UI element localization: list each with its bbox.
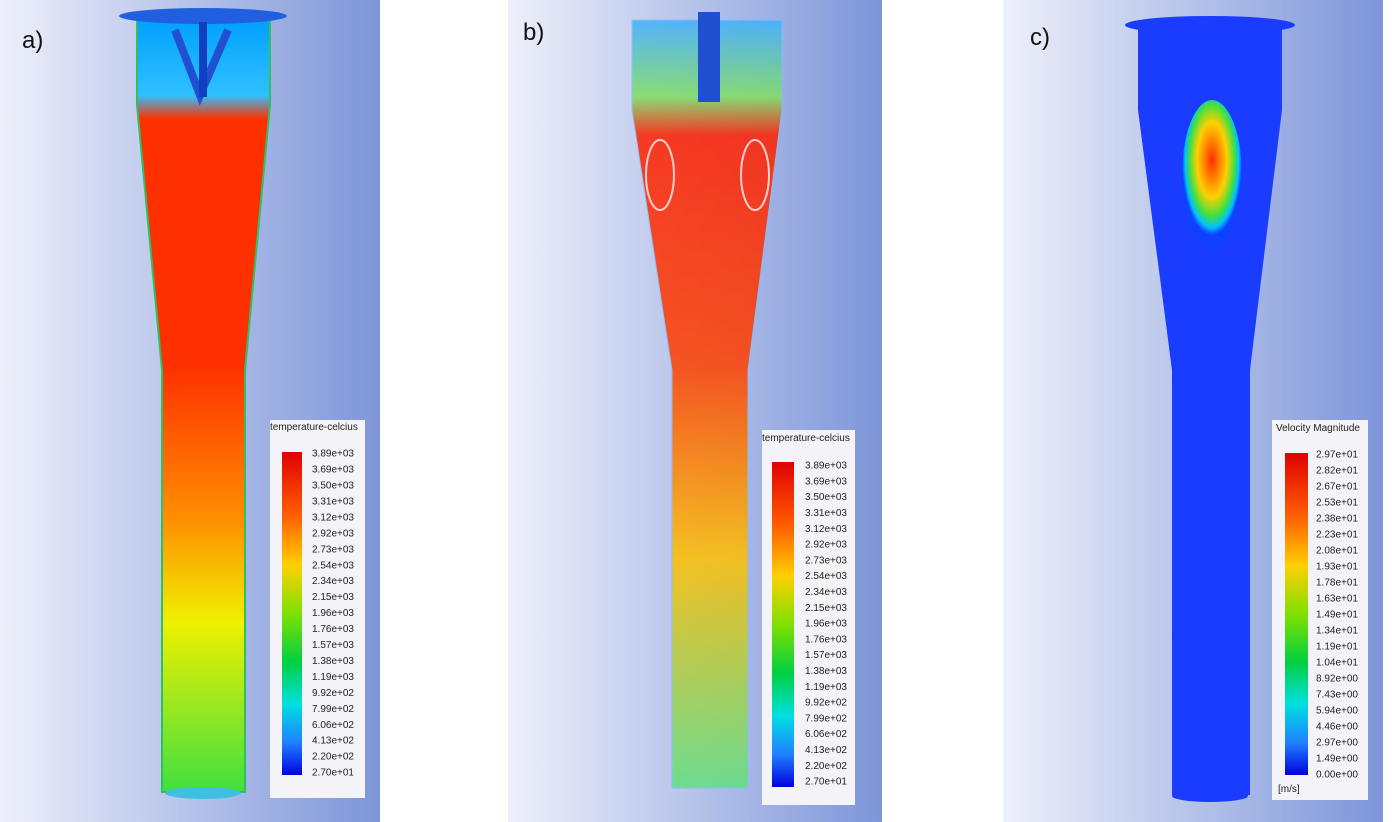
legend-tick-label: 2.67e+01 — [1316, 482, 1358, 493]
legend-tick-label: 1.49e+01 — [1316, 610, 1358, 621]
legend-tick-label: 3.50e+03 — [312, 481, 354, 492]
legend-tick-label: 2.38e+01 — [1316, 514, 1358, 525]
legend-tick-label: 6.06e+02 — [805, 729, 847, 740]
legend-tick-label: 1.38e+03 — [312, 656, 354, 667]
legend-tick-label: 1.19e+03 — [805, 682, 847, 693]
legend-tick-label: 2.97e+00 — [1316, 738, 1358, 749]
legend-tick-label: 4.13e+02 — [312, 736, 354, 747]
legend-tick-label: 4.13e+02 — [805, 745, 847, 756]
legend-unit: [m/s] — [1278, 784, 1300, 795]
legend-tick-label: 2.34e+03 — [312, 576, 354, 587]
legend-tick-label: 3.31e+03 — [805, 508, 847, 519]
legend-tick-label: 3.50e+03 — [805, 492, 847, 503]
panel-label: b) — [523, 19, 544, 46]
legend-tick-label: 1.76e+03 — [805, 634, 847, 645]
legend-tick-label: 6.06e+02 — [312, 720, 354, 731]
legend-tick-label: 1.04e+01 — [1316, 658, 1358, 669]
legend-tick-label: 2.92e+03 — [312, 528, 354, 539]
legend-tick-label: 1.96e+03 — [805, 619, 847, 630]
legend-tick-label: 2.73e+03 — [312, 544, 354, 555]
color-bar — [282, 452, 302, 775]
legend-tick-label: 1.49e+00 — [1316, 754, 1358, 765]
legend-tick-label: 1.34e+01 — [1316, 626, 1358, 637]
panel-label: a) — [22, 27, 43, 54]
legend-tick-label: 1.38e+03 — [805, 666, 847, 677]
legend-title: Velocity Magnitude — [1276, 423, 1360, 434]
legend-tick-label: 2.08e+01 — [1316, 546, 1358, 557]
legend-tick-label: 2.54e+03 — [805, 571, 847, 582]
legend-tick-label: 2.92e+03 — [805, 540, 847, 551]
legend-title: temperature-celcius — [762, 433, 850, 444]
legend-tick-label: 3.12e+03 — [312, 512, 354, 523]
legend-tick-label: 9.92e+02 — [805, 698, 847, 709]
legend-tick-label: 7.99e+02 — [805, 713, 847, 724]
legend-tick-label: 5.94e+00 — [1316, 706, 1358, 717]
legend-tick-label: 7.43e+00 — [1316, 690, 1358, 701]
legend-tick-label: 4.46e+00 — [1316, 722, 1358, 733]
legend-tick-label: 3.69e+03 — [312, 465, 354, 476]
legend-tick-label: 3.12e+03 — [805, 524, 847, 535]
legend-tick-label: 3.31e+03 — [312, 496, 354, 507]
legend-tick-label: 2.15e+03 — [805, 603, 847, 614]
legend-tick-label: 1.76e+03 — [312, 624, 354, 635]
legend-tick-label: 8.92e+00 — [1316, 674, 1358, 685]
legend-tick-label: 1.19e+01 — [1316, 642, 1358, 653]
legend-tick-label: 1.96e+03 — [312, 608, 354, 619]
legend-tick-label: 3.89e+03 — [805, 461, 847, 472]
legend-tick-label: 0.00e+00 — [1316, 770, 1358, 781]
legend-tick-label: 2.73e+03 — [805, 555, 847, 566]
legend-tick-label: 1.19e+03 — [312, 672, 354, 683]
legend-tick-label: 1.63e+01 — [1316, 594, 1358, 605]
legend-title: temperature-celcius — [270, 422, 358, 433]
legend-tick-label: 1.93e+01 — [1316, 562, 1358, 573]
legend-tick-label: 2.97e+01 — [1316, 450, 1358, 461]
legend-tick-label: 2.82e+01 — [1316, 466, 1358, 477]
legend-tick-label: 7.99e+02 — [312, 704, 354, 715]
legend-tick-label: 2.70e+01 — [805, 777, 847, 788]
legend-tick-label: 1.57e+03 — [805, 650, 847, 661]
legend-tick-label: 9.92e+02 — [312, 688, 354, 699]
combustor-c — [1125, 16, 1295, 802]
legend-tick-label: 2.34e+03 — [805, 587, 847, 598]
legend-tick-label: 2.20e+02 — [805, 761, 847, 772]
legend-tick-label: 2.20e+02 — [312, 752, 354, 763]
legend-tick-label: 3.69e+03 — [805, 476, 847, 487]
combustor-b — [631, 12, 783, 789]
legend-tick-label: 2.54e+03 — [312, 560, 354, 571]
legend-tick-label: 1.57e+03 — [312, 640, 354, 651]
combustor-a — [119, 8, 287, 799]
color-bar — [1285, 453, 1308, 775]
color-bar — [772, 462, 794, 787]
legend-tick-label: 2.53e+01 — [1316, 498, 1358, 509]
legend-tick-label: 3.89e+03 — [312, 449, 354, 460]
legend-tick-label: 2.15e+03 — [312, 592, 354, 603]
panel-label: c) — [1030, 24, 1050, 51]
legend-tick-label: 2.23e+01 — [1316, 530, 1358, 541]
legend-tick-label: 1.78e+01 — [1316, 578, 1358, 589]
legend-tick-label: 2.70e+01 — [312, 768, 354, 779]
